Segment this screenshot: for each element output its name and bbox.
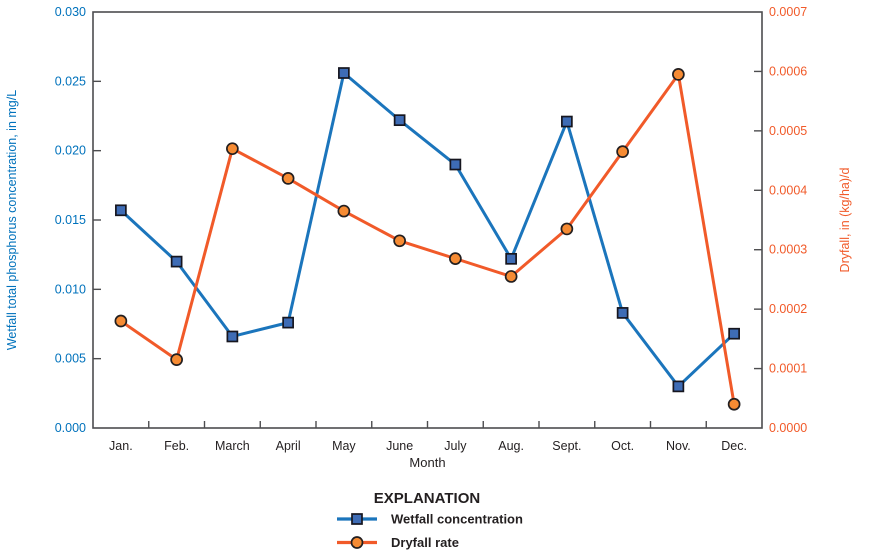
month-label: March (215, 439, 250, 453)
right-axis-tick-label: 0.0007 (769, 5, 807, 19)
left-axis-tick-label: 0.030 (55, 5, 86, 19)
month-label: Sept. (552, 439, 581, 453)
data-point-square (505, 252, 517, 265)
right-axis-tick-label: 0.0003 (769, 243, 807, 257)
legend-title: EXPLANATION (374, 490, 480, 507)
data-point-square (115, 204, 127, 217)
data-point-square (170, 255, 183, 268)
month-label: Jan. (109, 439, 133, 453)
data-point-circle (672, 68, 685, 81)
data-point-circle (616, 145, 629, 159)
data-point-square (561, 115, 573, 128)
left-axis-tick-label: 0.000 (55, 421, 86, 435)
data-point-square (282, 316, 294, 329)
right-axis-tick-label: 0.0000 (769, 421, 807, 435)
data-point-circle (226, 142, 239, 156)
data-point-square (616, 307, 629, 319)
right-axis-tick-label: 0.0002 (769, 302, 807, 316)
month-label: Aug. (498, 439, 524, 453)
data-point-square (338, 67, 350, 79)
series-line-dryfall (119, 72, 736, 406)
data-point-circle (281, 172, 295, 185)
month-label: Dec. (721, 439, 747, 453)
legend-entry-label: Wetfall concentration (391, 512, 523, 527)
right-axis-tick-label: 0.0004 (769, 183, 807, 197)
month-label: Oct. (611, 439, 634, 453)
month-label: May (332, 439, 356, 453)
series-line-wetfall (119, 71, 736, 388)
month-label: Feb. (164, 439, 189, 453)
left-axis-title: Wetfall total phosphorus concentration, … (5, 90, 19, 350)
data-point-square (449, 158, 462, 171)
legend-entry-label: Dryfall rate (391, 535, 459, 550)
month-label: June (386, 439, 413, 453)
left-axis-tick-label: 0.015 (55, 213, 86, 227)
data-point-square (226, 330, 239, 343)
month-label: April (276, 439, 301, 453)
data-point-circle (727, 397, 741, 411)
data-point-square (672, 380, 685, 393)
left-axis-tick-label: 0.005 (55, 352, 86, 366)
right-axis-tick-label: 0.0001 (769, 362, 807, 376)
data-point-circle (114, 314, 128, 328)
legend-marker-circle (350, 536, 364, 549)
data-point-circle (449, 252, 462, 265)
left-axis-tick-label: 0.025 (55, 74, 86, 88)
month-label: July (444, 439, 467, 453)
left-axis-tick-label: 0.010 (55, 282, 86, 296)
right-axis-tick-label: 0.0005 (769, 124, 807, 138)
data-point-circle (504, 270, 518, 283)
data-point-circle (393, 234, 406, 248)
legend: EXPLANATION Wetfall concentration Dryfall … (337, 490, 523, 550)
data-point-circle (170, 353, 183, 367)
left-axis-tick-label: 0.020 (55, 144, 86, 158)
data-point-square (728, 327, 740, 340)
data-point-circle (337, 204, 351, 218)
right-axis-title: Dryfall, in (kg/ha)/d (838, 168, 852, 273)
data-point-circle (560, 222, 574, 236)
right-axis-tick-label: 0.0006 (769, 64, 807, 78)
month-label: Nov. (666, 439, 691, 453)
legend-marker-square (351, 513, 363, 525)
x-axis-title: Month (409, 455, 445, 470)
data-point-square (393, 114, 406, 127)
